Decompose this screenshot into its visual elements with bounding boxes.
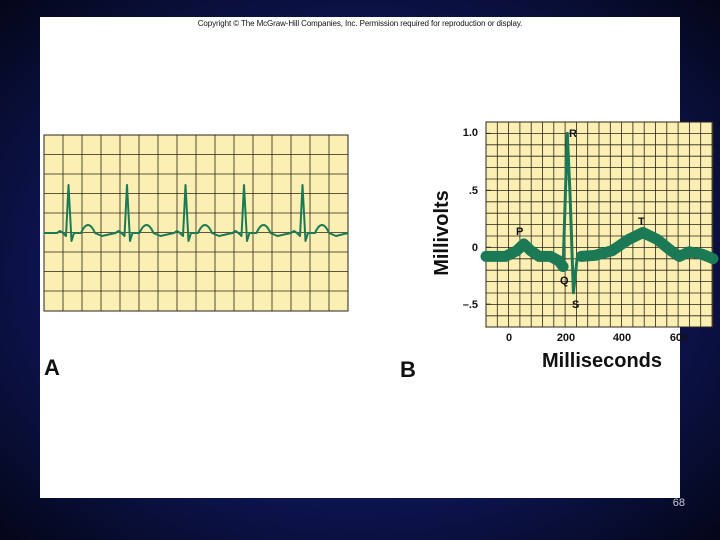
panel-a-ecg-strip: [43, 134, 349, 312]
tick-leaders: [486, 132, 491, 305]
x-tick-label: 0: [506, 332, 512, 344]
panel-b-ecg-chart: 1.0 .5 0 –.5 0 200 400 600 Milliseconds …: [431, 121, 719, 372]
wave-label-s: S: [572, 299, 579, 311]
y-axis-title: Millivolts: [431, 190, 453, 276]
panel-a-label: A: [44, 355, 60, 380]
slide: Copyright © The McGraw-Hill Companies, I…: [40, 17, 719, 498]
y-tick-label: 0: [472, 242, 478, 254]
ecg-trace-thin: [486, 131, 714, 295]
x-tick-label: 400: [613, 332, 631, 344]
wave-label-q: Q: [560, 275, 569, 287]
y-tick-label: .5: [469, 185, 478, 197]
x-tick-label: 600: [670, 332, 688, 344]
x-axis-title: Milliseconds: [542, 350, 662, 372]
slide-number: 68: [672, 497, 685, 509]
panel-b-label: B: [400, 357, 416, 382]
y-tick-label: 1.0: [463, 127, 478, 139]
wave-label-r: R: [569, 128, 577, 140]
wave-label-t: T: [638, 216, 645, 228]
y-tick-label: –.5: [463, 299, 478, 311]
wave-label-p: P: [516, 226, 523, 238]
copyright-notice: Copyright © The McGraw-Hill Companies, I…: [197, 19, 523, 28]
chart-grid: [485, 121, 714, 328]
x-tick-label: 200: [557, 332, 575, 344]
strip-trace: [44, 184, 349, 242]
strip-grid: [43, 134, 349, 312]
